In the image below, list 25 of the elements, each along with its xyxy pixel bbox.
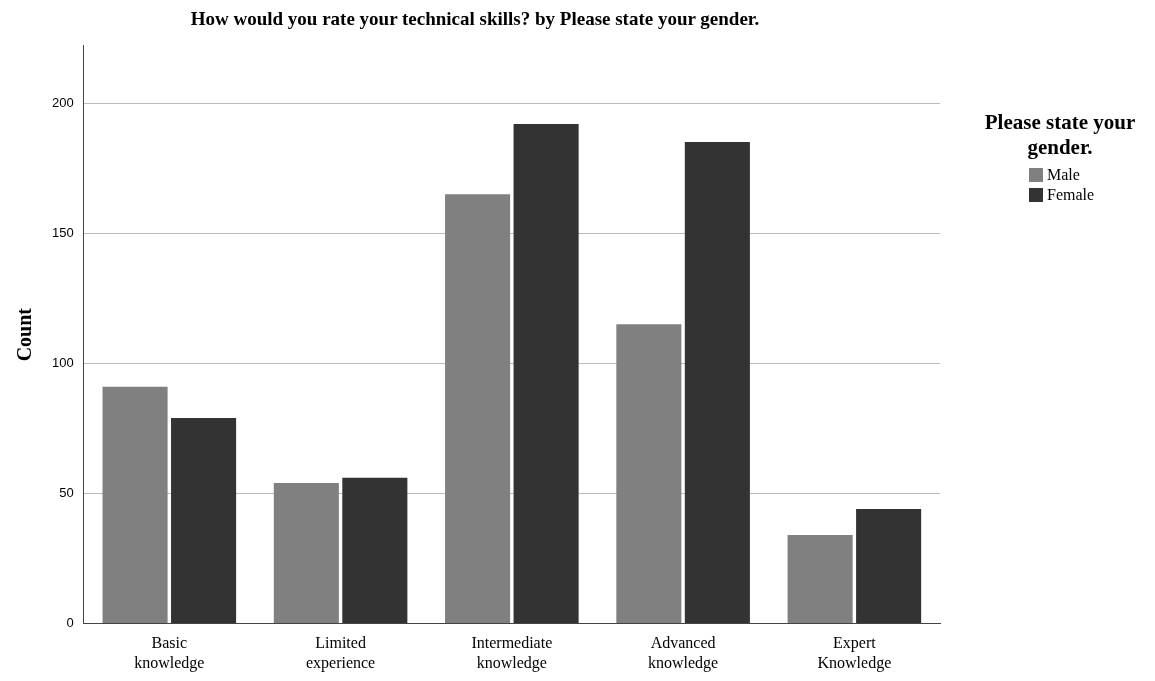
legend-label: Female <box>1047 186 1095 205</box>
bar <box>273 483 339 624</box>
bar <box>513 123 579 624</box>
y-tick-label: 50 <box>59 485 74 501</box>
bar <box>102 386 168 624</box>
bar <box>342 477 408 624</box>
x-tick-label: Limited experience <box>305 634 376 672</box>
bar <box>171 417 237 624</box>
bar <box>616 324 682 624</box>
x-tick-label: Advanced knowledge <box>648 634 719 672</box>
x-tick-label: Expert Knowledge <box>817 634 892 672</box>
y-tick-label: 150 <box>51 224 74 240</box>
bar <box>787 535 853 624</box>
x-tick-label: Basic knowledge <box>134 634 205 672</box>
legend-label: Male <box>1047 166 1080 185</box>
y-tick-label: 100 <box>51 354 74 370</box>
bar <box>856 509 922 624</box>
y-axis-title: Count <box>13 307 36 362</box>
bar <box>445 194 511 624</box>
y-tick-label: 0 <box>66 615 74 631</box>
bar <box>684 142 750 624</box>
y-tick-label: 200 <box>51 94 74 110</box>
legend-title: Please state your gender. <box>983 110 1137 161</box>
chart-title: How would you rate your technical skills? by Please state your gender. <box>190 8 760 30</box>
x-tick-label: Intermediate knowledge <box>471 634 553 672</box>
